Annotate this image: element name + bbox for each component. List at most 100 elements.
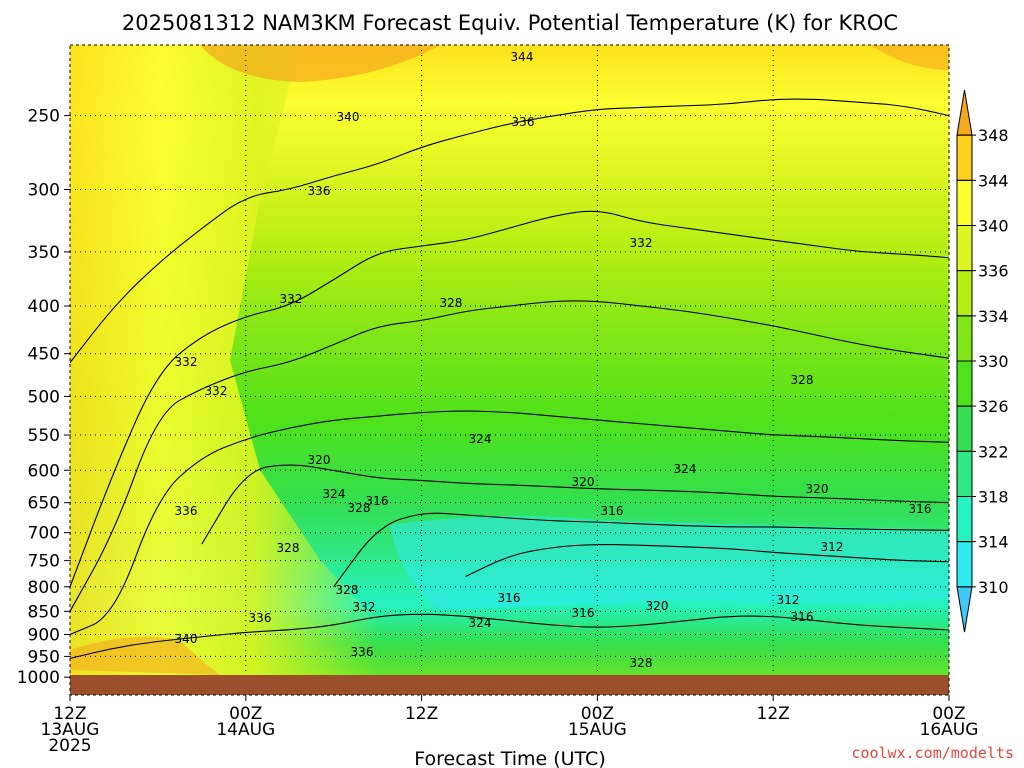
y-tick-label: 600 bbox=[28, 461, 60, 481]
y-tick-label: 400 bbox=[28, 297, 60, 317]
x-tick-label: 00Z bbox=[581, 704, 614, 724]
colorbar-label: 310 bbox=[978, 578, 1009, 597]
y-tick-label: 1000 bbox=[17, 668, 60, 688]
y-tick-label: 700 bbox=[28, 524, 60, 544]
colorbar-swatch bbox=[956, 360, 973, 407]
colorbar-label: 336 bbox=[978, 262, 1009, 281]
colorbar-swatch bbox=[956, 496, 973, 543]
warm-moist-region bbox=[70, 45, 380, 675]
contour-label: 328 bbox=[791, 373, 814, 387]
x-axis-label: Forecast Time (UTC) bbox=[414, 748, 605, 768]
colorbar-swatch bbox=[956, 179, 973, 226]
x-tick-label: 12Z bbox=[405, 704, 438, 724]
x-tick-label: 14AUG bbox=[216, 720, 275, 740]
x-tick-label: 16AUG bbox=[920, 720, 979, 740]
y-tick-label: 850 bbox=[28, 602, 60, 622]
y-tick-label: 750 bbox=[28, 552, 60, 572]
colorbar-label: 318 bbox=[978, 488, 1009, 507]
contour-label: 316 bbox=[572, 606, 595, 620]
colorbar-label: 340 bbox=[978, 217, 1009, 236]
plot-frame bbox=[69, 44, 950, 696]
contour-label: 316 bbox=[601, 504, 624, 518]
plot-area: 344 340 336 336 332 332 332 328 332 328 328 324 324 3… bbox=[17, 44, 979, 756]
contour-label: 312 bbox=[777, 593, 800, 607]
contour-label: 316 bbox=[366, 494, 389, 508]
contour-label: 328 bbox=[440, 296, 463, 310]
x-tick-label: 13AUG bbox=[41, 720, 100, 740]
y-tick-label: 950 bbox=[28, 647, 60, 667]
y-tick-label: 500 bbox=[28, 387, 60, 407]
contour-line-336 bbox=[70, 98, 949, 363]
contour-label: 324 bbox=[469, 616, 492, 630]
x-tick-label: 00Z bbox=[932, 704, 965, 724]
contour-label: 340 bbox=[337, 110, 360, 124]
grid bbox=[70, 45, 949, 675]
y-tick-label: 800 bbox=[28, 578, 60, 598]
contour-label: 324 bbox=[469, 432, 492, 446]
chart-title: 2025081312 NAM3KM Forecast Equiv. Potent… bbox=[122, 11, 898, 35]
contour-label: 320 bbox=[572, 475, 595, 489]
contour-label: 332 bbox=[353, 600, 376, 614]
contour-label: 332 bbox=[280, 292, 303, 306]
colorbar-label: 322 bbox=[978, 442, 1009, 461]
colorbar: 348 344 340 336 334 330 326 322 318 314 310 bbox=[956, 89, 1009, 633]
hot-surface-region bbox=[70, 636, 220, 675]
contour-label: 336 bbox=[308, 184, 331, 198]
y-axis: 250 300 350 400 450 500 550 600 650 700 750 800 850 9… bbox=[17, 107, 70, 688]
contour-label: 320 bbox=[646, 599, 669, 613]
contour-label: 316 bbox=[498, 591, 521, 605]
colorbar-swatch bbox=[956, 405, 973, 452]
x-tick-label: 00Z bbox=[229, 704, 262, 724]
y-tick-label: 450 bbox=[28, 345, 60, 365]
contour-label: 316 bbox=[909, 502, 932, 516]
colorbar-swatch bbox=[956, 450, 973, 497]
colorbar-label: 348 bbox=[978, 126, 1009, 145]
x-tick-label: 12Z bbox=[757, 704, 790, 724]
contour-label: 320 bbox=[308, 453, 331, 467]
contour-lines bbox=[70, 98, 949, 660]
hot-top-region bbox=[200, 45, 440, 82]
colorbar-label: 334 bbox=[978, 307, 1009, 326]
hot-top-region-right bbox=[870, 45, 949, 70]
contour-label: 336 bbox=[351, 645, 374, 659]
contour-line-316 bbox=[333, 512, 949, 588]
contour-label: 332 bbox=[175, 355, 198, 369]
contour-label: 328 bbox=[336, 583, 359, 597]
contour-label: 340 bbox=[175, 632, 198, 646]
contour-label: 336 bbox=[512, 115, 535, 129]
contour-label: 324 bbox=[674, 462, 697, 476]
y-tick-label: 550 bbox=[28, 426, 60, 446]
y-tick-label: 650 bbox=[28, 494, 60, 514]
x-tick-label: 12Z bbox=[53, 704, 86, 724]
y-tick-label: 900 bbox=[28, 625, 60, 645]
colorbar-label: 326 bbox=[978, 397, 1009, 416]
x-tick-label: 2025 bbox=[48, 736, 91, 756]
contour-label: 336 bbox=[249, 611, 272, 625]
contour-line-332 bbox=[70, 210, 949, 587]
contour-labels: 344 340 336 336 332 332 332 328 332 328 328 324 324 3… bbox=[175, 50, 932, 670]
colorbar-label: 344 bbox=[978, 171, 1009, 190]
contour-line-312 bbox=[465, 543, 949, 577]
contour-line-328 bbox=[70, 300, 949, 612]
contour-label: 328 bbox=[277, 541, 300, 555]
colorbar-swatch bbox=[956, 270, 973, 317]
y-tick-label: 300 bbox=[28, 180, 60, 200]
contour-line-320 bbox=[201, 464, 949, 545]
contour-label: 344 bbox=[511, 50, 534, 64]
contour-line-inversion bbox=[70, 613, 949, 660]
contour-label: 324 bbox=[323, 487, 346, 501]
ground bbox=[70, 675, 949, 695]
contour-label: 320 bbox=[806, 482, 829, 496]
contour-label: 332 bbox=[205, 384, 228, 398]
y-tick-label: 250 bbox=[28, 107, 60, 127]
cool-layer-region bbox=[390, 516, 949, 610]
colorbar-label: 314 bbox=[978, 533, 1009, 552]
contour-label: 328 bbox=[630, 656, 653, 670]
credit-text: coolwx.com/modelts bbox=[851, 744, 1014, 762]
colorbar-swatch bbox=[956, 315, 973, 362]
contour-label: 316 bbox=[791, 610, 814, 624]
x-tick-label: 15AUG bbox=[568, 720, 627, 740]
colorbar-swatch bbox=[956, 134, 973, 181]
